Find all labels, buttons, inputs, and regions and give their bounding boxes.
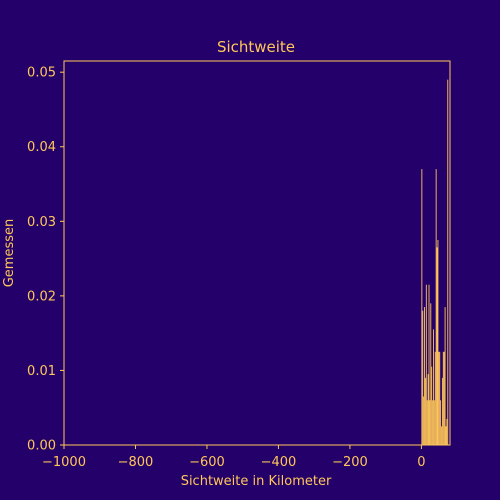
histogram-bar [440,400,442,445]
plot-frame [63,60,451,446]
y-tick-label: 0.04 [27,140,56,155]
histogram-bar [445,426,447,445]
histogram-bar [430,303,432,445]
y-tick-label: 0.03 [27,215,56,230]
histogram-bar [437,239,439,445]
histogram-bar [425,284,427,445]
x-tick-label: −800 [118,455,154,470]
histogram-bar [422,310,424,445]
histogram-bar [434,351,436,445]
histogram-bar [424,307,425,445]
histogram-bar [441,377,443,445]
histogram-bar [443,351,445,445]
histogram-bar [447,79,449,445]
histogram-bar [438,351,440,445]
x-tick-label: −400 [261,455,297,470]
x-axis-ticks: −1000 −800 −600 −400 −200 0 [42,445,426,470]
x-tick-label: −200 [332,455,368,470]
y-tick-label: 0.05 [27,66,56,81]
histogram-bar [429,400,431,445]
histogram-bar [424,377,426,445]
histogram-bar [431,366,433,445]
histogram-bar [442,351,444,445]
histogram-bar [436,247,438,445]
histogram-bar [439,351,441,445]
histogram-bar [446,418,448,445]
histogram-bar [432,400,434,445]
x-tick-label: 0 [417,455,425,470]
y-tick-label: 0.02 [27,289,56,304]
histogram-bar [433,400,435,445]
chart-title: Sichtweite [217,38,295,56]
histogram-bar [435,169,437,445]
x-axis-label: Sichtweite in Kilometer [181,474,332,489]
histogram-bar [426,400,428,445]
histogram-bar [421,169,423,445]
y-tick-label: 0.00 [27,439,56,454]
histogram-bar [444,307,446,445]
x-tick-label: −600 [189,455,225,470]
x-tick-label: −1000 [42,455,86,470]
histogram-bar [423,396,425,445]
histogram-bar [441,426,442,445]
y-axis-ticks: 0.00 0.01 0.02 0.03 0.04 0.05 [27,66,64,454]
y-axis-label: Gemessen [2,219,17,288]
y-tick-label: 0.01 [27,364,56,379]
histogram-bar [427,374,429,445]
histogram-bar [428,284,430,445]
histogram-bar [433,329,434,445]
bar-group [421,79,449,445]
